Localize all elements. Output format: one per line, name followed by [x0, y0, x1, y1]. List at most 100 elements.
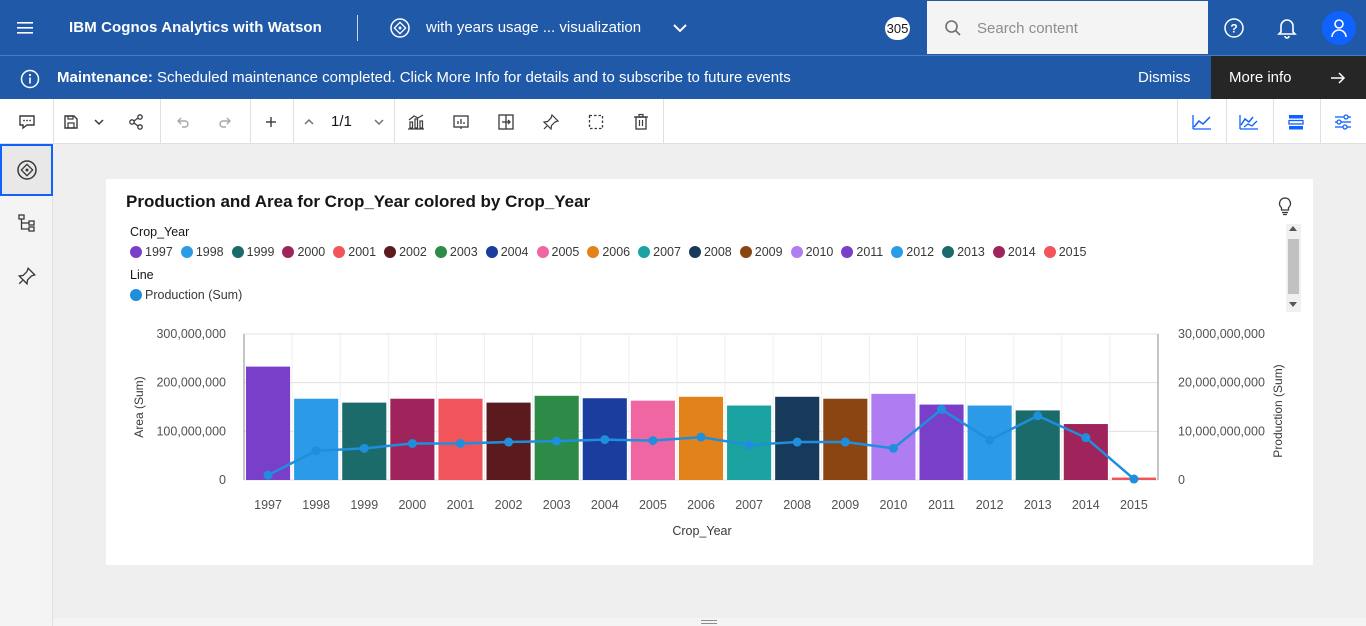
production-point-2003: [552, 436, 562, 446]
legend-scrollbar[interactable]: [1286, 224, 1301, 312]
legend-item-2014[interactable]: 2014: [992, 245, 1036, 259]
x-axis-title: Crop_Year: [672, 524, 731, 538]
chevron-down-icon[interactable]: [671, 19, 689, 37]
legend-item-2005[interactable]: 2005: [536, 245, 579, 259]
comments-button[interactable]: [8, 99, 46, 144]
undo-button[interactable]: [163, 99, 201, 144]
hamburger-menu-button[interactable]: [0, 0, 50, 55]
right-axis-tick-label: 20,000,000,000: [1178, 376, 1265, 390]
visualization-card[interactable]: Production and Area for Crop_Year colore…: [106, 179, 1313, 565]
x-axis-tick-label: 2002: [495, 498, 523, 512]
x-axis-tick-label: 2009: [831, 498, 859, 512]
save-button[interactable]: [58, 99, 84, 144]
toolbar-separator: [663, 99, 664, 144]
report-name[interactable]: with years usage ... visualization: [426, 19, 642, 36]
legend-swatch: [688, 246, 701, 258]
save-menu-button[interactable]: [88, 99, 110, 144]
undo-icon: [177, 117, 189, 128]
legend-item-2011[interactable]: 2011: [841, 245, 883, 259]
trend-button[interactable]: [1181, 99, 1223, 144]
legend-label: 2015: [1058, 245, 1087, 259]
share-button[interactable]: [117, 99, 155, 144]
x-axis-tick-label: 2000: [398, 498, 426, 512]
legend-swatch: [485, 246, 498, 258]
select-button[interactable]: [577, 99, 615, 144]
legend-item-1997[interactable]: 1997: [130, 245, 173, 259]
line-legend-title: Line: [130, 268, 154, 282]
more-info-label: More info: [1229, 69, 1292, 86]
legend-item-1998[interactable]: 1998: [180, 245, 224, 259]
resize-handle[interactable]: [701, 620, 717, 624]
legend-label: Production (Sum): [145, 288, 243, 302]
legend-swatch: [333, 246, 346, 258]
notifications-button[interactable]: [1262, 0, 1312, 55]
legend-item-2008[interactable]: 2008: [688, 245, 732, 259]
legend-item-production[interactable]: Production (Sum): [130, 288, 242, 302]
legend-item-2013[interactable]: 2013: [942, 245, 985, 259]
swap-button[interactable]: [487, 99, 525, 144]
legend-item-2001[interactable]: 2001: [333, 245, 376, 259]
x-axis-tick-label: 2008: [783, 498, 811, 512]
delete-button[interactable]: [622, 99, 660, 144]
legend-item-1999[interactable]: 1999: [231, 245, 274, 259]
production-point-1998: [311, 446, 321, 456]
help-icon: ?: [1224, 17, 1244, 38]
legend-item-2007[interactable]: 2007: [638, 245, 681, 259]
legend-item-2002[interactable]: 2002: [384, 245, 427, 259]
right-axis-title: Production (Sum): [1271, 364, 1285, 457]
next-page-button[interactable]: [367, 99, 391, 144]
legend-swatch: [992, 246, 1005, 258]
legend-label: 2000: [297, 245, 326, 259]
legend-label: 2006: [602, 245, 631, 259]
visualization-type-button[interactable]: [397, 99, 435, 144]
data-tree-button[interactable]: [0, 197, 53, 249]
forecast-button[interactable]: [1228, 99, 1270, 144]
legend-item-2003[interactable]: 2003: [434, 245, 478, 259]
toolbar-separator: [394, 99, 395, 144]
legend-item-2000[interactable]: 2000: [282, 245, 325, 259]
legend-item-2009[interactable]: 2009: [739, 245, 783, 259]
chevron-down-icon: [374, 118, 384, 125]
previous-page-button[interactable]: [297, 99, 321, 144]
pin-button[interactable]: [532, 99, 570, 144]
x-axis-tick-label: 2001: [447, 498, 475, 512]
user-avatar[interactable]: [1322, 11, 1356, 45]
help-button[interactable]: ?: [1209, 0, 1259, 55]
chart-icon: [408, 113, 424, 130]
redo-button[interactable]: [207, 99, 245, 144]
legend-label: 1997: [145, 245, 173, 259]
svg-text:?: ?: [1230, 21, 1237, 35]
app-title[interactable]: IBM Cognos Analytics with Watson: [69, 19, 322, 36]
insights-button[interactable]: [442, 99, 480, 144]
visualizations-panel-button[interactable]: [0, 144, 53, 196]
properties-button[interactable]: [1322, 99, 1364, 144]
production-point-2011: [937, 404, 947, 414]
add-button[interactable]: [253, 99, 289, 144]
scroll-up-arrow[interactable]: [1289, 226, 1297, 231]
production-point-2006: [696, 432, 706, 442]
legend-item-2010[interactable]: 2010: [790, 245, 833, 259]
x-axis-tick-label: 2005: [639, 498, 667, 512]
search-input[interactable]: [977, 15, 1197, 41]
legend-item-2015[interactable]: 2015: [1043, 245, 1087, 259]
legend-label: 2014: [1007, 245, 1036, 259]
dismiss-button[interactable]: Dismiss: [1138, 69, 1191, 86]
notification-count-badge[interactable]: 305: [885, 17, 910, 40]
scroll-thumb[interactable]: [1288, 239, 1299, 294]
lightbulb-icon[interactable]: [1276, 196, 1294, 216]
production-point-2007: [744, 440, 754, 450]
legend-item-2006[interactable]: 2006: [587, 245, 630, 259]
page-indicator: 1/1: [331, 113, 352, 130]
legend-item-2012[interactable]: 2012: [891, 245, 934, 259]
more-info-button[interactable]: More info: [1211, 56, 1366, 99]
fields-button[interactable]: [1275, 99, 1317, 144]
toolbar: 1/1: [0, 99, 1366, 144]
pins-panel-button[interactable]: [0, 250, 53, 302]
legend-swatch: [790, 246, 803, 258]
production-point-2010: [888, 443, 898, 453]
scroll-down-arrow[interactable]: [1289, 302, 1297, 307]
plus-icon: [266, 116, 276, 127]
production-point-1997: [263, 470, 273, 480]
share-icon: [129, 113, 143, 130]
legend-item-2004[interactable]: 2004: [485, 245, 529, 259]
